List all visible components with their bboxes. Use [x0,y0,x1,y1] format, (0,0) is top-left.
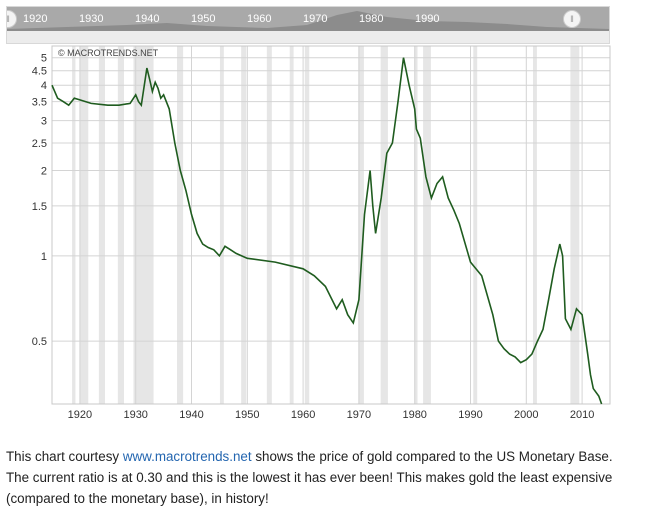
recession-band [79,46,89,404]
navigator-label: 1960 [247,13,272,25]
watermark: © MACROTRENDS.NET [58,48,159,58]
y-tick-label: 1.5 [32,201,47,213]
navigator-label: 1950 [191,13,216,25]
x-tick-labels: 1920 1930 1940 1950 1960 1970 1980 1990 2000 2010 [68,409,595,421]
recession-band [570,46,580,404]
recession-band [358,46,364,404]
recession-band [266,46,272,404]
recession-band [423,46,431,404]
y-tick-labels: 0.5 1 1.5 2 2.5 3 3.5 4 4.55 [32,53,47,348]
navigator-label: 1970 [303,13,328,25]
caption-suffix: shows the price of gold compared to the … [251,449,613,464]
recession-bands [72,46,580,404]
recession-band [176,46,184,404]
caption-prefix: This chart courtesy [6,449,123,464]
x-tick-label: 1940 [179,409,203,421]
x-tick-label: 1970 [347,409,371,421]
x-tick-label: 1920 [68,409,92,421]
x-tick-label: 1950 [235,409,259,421]
navigator-label: 1930 [79,13,104,25]
caption-line-2: The current ratio is at 0.30 and this is… [6,470,613,485]
caption-line-1: This chart courtesy www.macrotrends.net … [6,446,656,467]
recession-band [380,46,388,404]
navigator-label: 1940 [135,13,160,25]
recession-band [473,46,478,404]
y-tick-label: 2.5 [32,138,47,150]
x-tick-label: 1980 [402,409,426,421]
range-navigator[interactable]: 1920 1930 1940 1950 1960 1970 1980 1990 ‖ ‖ [6,6,610,44]
y-tick-label: 1 [41,251,47,263]
x-tick-label: 2000 [514,409,538,421]
navigator-label: 1980 [359,13,384,25]
series-line [51,57,603,405]
y-tick-label: 5 [41,53,47,65]
caption: This chart courtesy www.macrotrends.net … [6,446,656,509]
recession-band [532,46,537,404]
x-tick-label: 1930 [123,409,147,421]
recession-band [304,46,310,404]
recession-band [117,46,124,404]
recession-band [98,46,106,404]
x-tick-label: 1960 [291,409,315,421]
y-tick-label: 4 [41,80,47,92]
recession-band [133,46,154,404]
gridlines [52,46,610,404]
recession-band [414,46,418,404]
y-tick-label: 2 [41,166,47,178]
x-tick-label: 1990 [458,409,482,421]
plot-border [51,45,611,405]
recession-band [289,46,294,404]
navigator-label: 1920 [23,13,48,25]
recession-band [241,46,247,404]
gold-monetary-base-chart: 0.5 1 1.5 2 2.5 3 3.5 4 4.55 1920 1930 1940 1950 196… [32,45,611,421]
y-tick-label: 3 [41,116,47,128]
x-tick-label: 2010 [570,409,594,421]
y-tick-label: 3.5 [32,97,47,109]
recession-band [219,46,224,404]
recession-band [72,46,76,404]
y-tick-label: 0.5 [32,336,47,348]
navigator-right-handle[interactable]: ‖ [563,10,581,28]
macrotrends-link[interactable]: www.macrotrends.net [122,449,252,464]
caption-line-3: (compared to the monetary base), in hist… [6,491,269,506]
navigator-mini-chart [7,11,609,31]
navigator-label: 1990 [415,13,440,25]
y-tick-label: 4.5 [32,66,47,78]
axes [51,45,611,405]
